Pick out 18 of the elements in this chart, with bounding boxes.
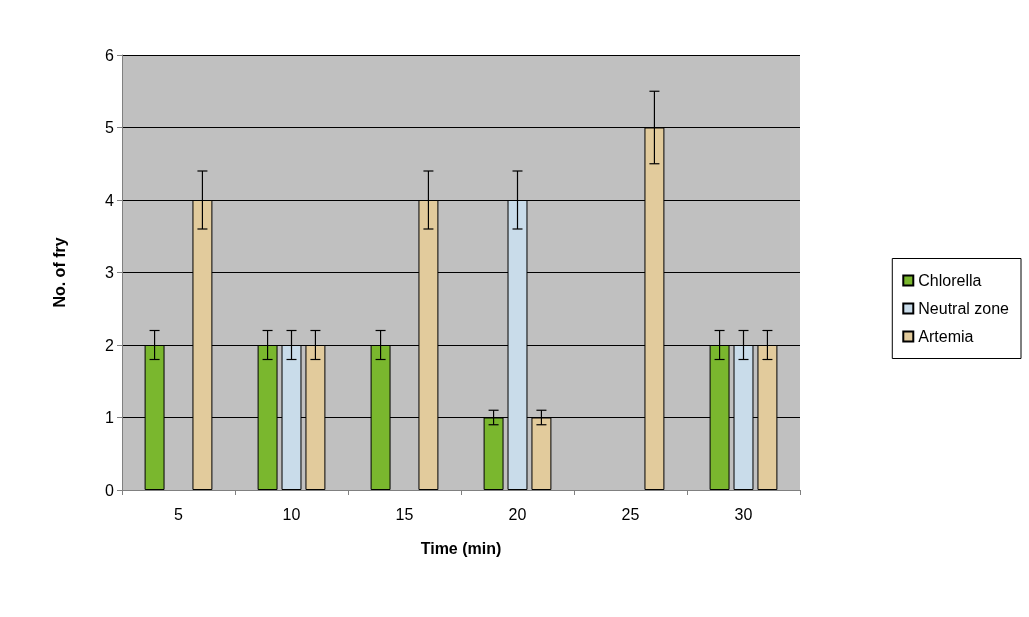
y-tick-label: 3 (105, 264, 115, 281)
legend-label: Chlorella (918, 272, 982, 289)
x-tick-label: 5 (174, 505, 184, 523)
x-tick-label: 15 (395, 505, 414, 523)
y-tick-label: 6 (105, 46, 115, 64)
y-tick-label: 0 (105, 481, 115, 499)
legend-label: Neutral zone (918, 300, 1010, 317)
y-tick-label: 2 (105, 336, 115, 354)
x-tick-label: 30 (734, 505, 753, 523)
x-tick-label: 10 (282, 505, 301, 523)
y-tick-label: 5 (105, 119, 115, 136)
x-tick-label: 25 (621, 505, 640, 523)
y-axis-title: No. of fry (50, 237, 68, 308)
x-tick-label: 20 (508, 505, 527, 523)
x-axis-title: Time (min) (420, 539, 502, 557)
legend-label: Artemia (918, 328, 974, 345)
y-tick-label: 1 (105, 409, 115, 426)
y-tick-label: 4 (105, 191, 115, 209)
